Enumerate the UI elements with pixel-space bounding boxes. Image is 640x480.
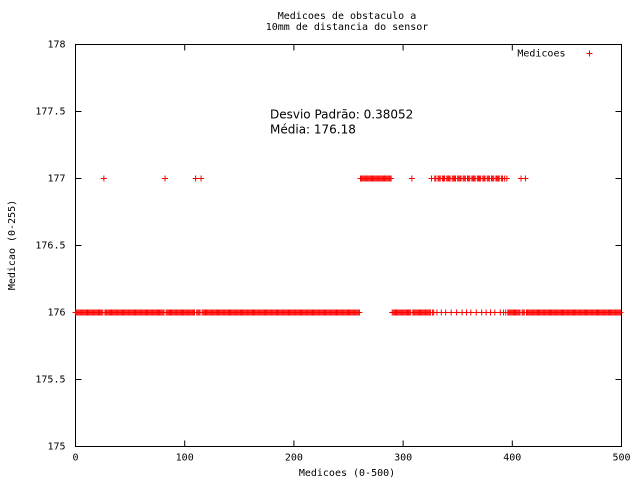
point	[442, 309, 449, 316]
y-tick-label: 175.5	[35, 375, 65, 386]
y-tick-label: 178	[47, 40, 65, 51]
point	[448, 309, 455, 316]
y-tick-label: 176	[47, 308, 65, 319]
x-tick-label: 0	[72, 453, 78, 464]
y-tick-label: 176.5	[35, 241, 65, 252]
x-axis-label: Medicoes (0-500)	[299, 468, 395, 479]
x-tick-label: 100	[176, 453, 194, 464]
chart-title: Medicoes de obstaculo a	[278, 11, 416, 22]
y-axis-label: Medicao (0-255)	[7, 200, 18, 290]
point	[192, 175, 199, 182]
legend-label: Medicoes	[517, 49, 565, 60]
point	[503, 175, 510, 182]
chart-title: 10mm de distancia do sensor	[266, 22, 429, 33]
point	[491, 309, 498, 316]
y-tick-label: 177	[47, 174, 65, 185]
annotation: Desvio Padrão: 0.38052	[270, 108, 413, 122]
annotation: Média: 176.18	[270, 123, 356, 137]
point	[453, 309, 460, 316]
x-tick-label: 500	[612, 453, 630, 464]
y-tick-label: 177.5	[35, 107, 65, 118]
point	[100, 175, 107, 182]
point	[617, 309, 624, 316]
legend-marker	[586, 50, 593, 57]
y-tick-label: 175	[47, 442, 65, 453]
point	[473, 309, 480, 316]
point	[356, 309, 363, 316]
point	[467, 309, 474, 316]
x-tick-label: 300	[394, 453, 412, 464]
point	[162, 175, 169, 182]
point	[198, 175, 205, 182]
point	[522, 175, 529, 182]
x-tick-label: 400	[503, 453, 521, 464]
point	[408, 175, 415, 182]
x-tick-label: 200	[285, 453, 303, 464]
point	[388, 175, 395, 182]
